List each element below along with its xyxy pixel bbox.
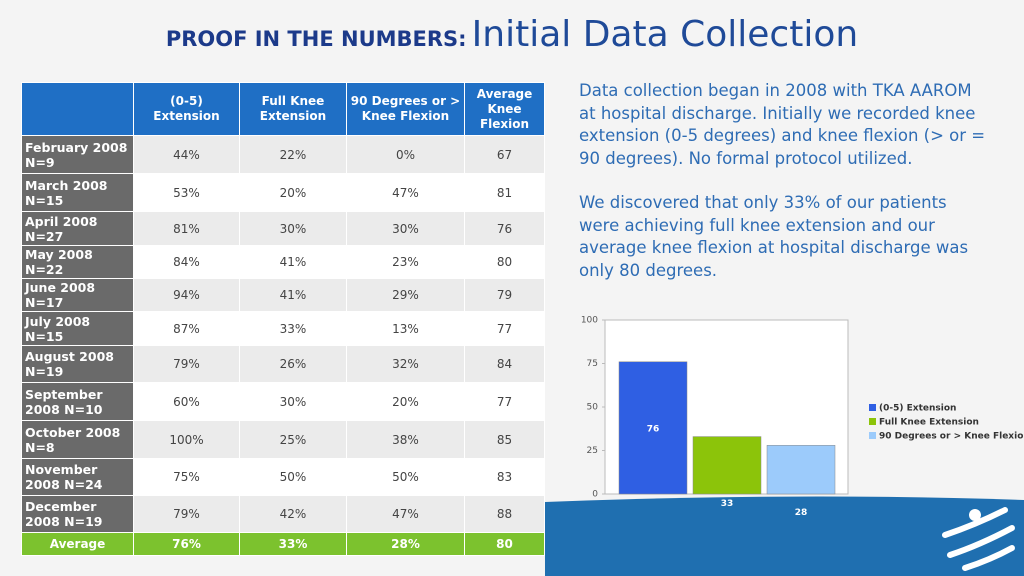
table-row: October 2008 N=8 100% 25% 38% 85 xyxy=(21,420,545,459)
table-cell: 87% xyxy=(133,311,240,346)
bar-label: 28 xyxy=(795,508,808,518)
table-cell: 41% xyxy=(239,245,347,279)
table-cell: 76 xyxy=(464,211,545,246)
table-cell: 26% xyxy=(239,345,347,383)
row-label: March 2008 N=15 xyxy=(21,173,134,212)
table-row: February 2008 N=9 44% 22% 0% 67 xyxy=(21,135,545,174)
footer-cell: 80 xyxy=(464,532,545,556)
paragraph: Data collection began in 2008 with TKA A… xyxy=(579,81,986,168)
table-cell: 77 xyxy=(464,311,545,346)
row-label: December 2008 N=19 xyxy=(21,495,134,533)
table-cell: 84% xyxy=(133,245,240,279)
table-row: November 2008 N=24 75% 50% 50% 83 xyxy=(21,458,545,496)
bar-label: 76 xyxy=(647,424,660,434)
table-row: December 2008 N=19 79% 42% 47% 88 xyxy=(21,495,545,533)
table-cell: 42% xyxy=(239,495,347,533)
table-cell: 50% xyxy=(346,458,465,496)
legend-swatch xyxy=(869,404,876,411)
row-label: August 2008 N=19 xyxy=(21,345,134,383)
logo xyxy=(942,507,1015,571)
row-label: May 2008 N=22 xyxy=(21,245,134,279)
table-cell: 20% xyxy=(239,173,347,212)
table-cell: 77 xyxy=(464,382,545,421)
table-cell: 23% xyxy=(346,245,465,279)
row-label: September 2008 N=10 xyxy=(21,382,134,421)
logo-dot xyxy=(969,509,981,521)
bar-label: 33 xyxy=(721,499,734,509)
table-row: August 2008 N=19 79% 26% 32% 84 xyxy=(21,345,545,383)
row-label: June 2008 N=17 xyxy=(21,278,134,312)
description: Data collection began in 2008 with TKA A… xyxy=(579,80,989,304)
table-cell: 79% xyxy=(133,495,240,533)
y-tick-label: 25 xyxy=(587,446,598,456)
footer-cell: 76% xyxy=(133,532,240,556)
legend-label: 90 Degrees or > Knee Flexion xyxy=(879,432,1024,442)
row-label: July 2008 N=15 xyxy=(21,311,134,346)
row-label: April 2008 N=27 xyxy=(21,211,134,246)
table-cell: 88 xyxy=(464,495,545,533)
table-cell: 79 xyxy=(464,278,545,312)
data-table: (0-5) Extension Full Knee Extension 90 Deg… xyxy=(21,82,545,556)
row-label: November 2008 N=24 xyxy=(21,458,134,496)
footer-cell: 28% xyxy=(346,532,465,556)
table-row: July 2008 N=15 87% 33% 13% 77 xyxy=(21,311,545,346)
legend-label: Full Knee Extension xyxy=(879,418,979,428)
table-cell: 38% xyxy=(346,420,465,459)
footer-cell: 33% xyxy=(239,532,347,556)
table-cell: 80 xyxy=(464,245,545,279)
table-cell: 41% xyxy=(239,278,347,312)
table-row: March 2008 N=15 53% 20% 47% 81 xyxy=(21,173,545,212)
table-cell: 0% xyxy=(346,135,465,174)
table-cell: 84 xyxy=(464,345,545,383)
table-row: April 2008 N=27 81% 30% 30% 76 xyxy=(21,211,545,246)
header-cell: (0-5) Extension xyxy=(133,82,240,136)
table-cell: 33% xyxy=(239,311,347,346)
table-cell: 29% xyxy=(346,278,465,312)
title: PROOF IN THE NUMBERS: Initial Data Colle… xyxy=(0,14,1024,55)
table-cell: 79% xyxy=(133,345,240,383)
header-row: (0-5) Extension Full Knee Extension 90 Deg… xyxy=(21,82,545,136)
footer-row: Average 76% 33% 28% 80 xyxy=(21,532,545,556)
bar xyxy=(618,361,688,495)
table-cell: 67 xyxy=(464,135,545,174)
table-cell: 81 xyxy=(464,173,545,212)
row-label: February 2008 N=9 xyxy=(21,135,134,174)
title-main: Initial Data Collection xyxy=(471,14,859,55)
table-cell: 32% xyxy=(346,345,465,383)
row-label: October 2008 N=8 xyxy=(21,420,134,459)
y-tick-label: 0 xyxy=(592,490,598,500)
table-cell: 75% xyxy=(133,458,240,496)
table-cell: 85 xyxy=(464,420,545,459)
table-cell: 47% xyxy=(346,495,465,533)
table-cell: 50% xyxy=(239,458,347,496)
table-row: June 2008 N=17 94% 41% 29% 79 xyxy=(21,278,545,312)
table-cell: 47% xyxy=(346,173,465,212)
footer-cell: Average xyxy=(21,532,134,556)
bar xyxy=(692,436,762,495)
blue-band xyxy=(545,496,1024,576)
header-cell: Full Knee Extension xyxy=(239,82,347,136)
table-row: September 2008 N=10 60% 30% 20% 77 xyxy=(21,382,545,421)
legend-label: (0-5) Extension xyxy=(879,404,956,414)
legend-swatch xyxy=(869,418,876,425)
header-cell xyxy=(21,82,134,136)
table-cell: 81% xyxy=(133,211,240,246)
table-cell: 13% xyxy=(346,311,465,346)
title-lead: PROOF IN THE NUMBERS: xyxy=(165,27,467,51)
legend-swatch xyxy=(869,432,876,439)
paragraph: We discovered that only 33% of our patie… xyxy=(579,193,969,280)
y-tick-label: 100 xyxy=(581,316,598,326)
bar xyxy=(766,445,836,495)
table-cell: 30% xyxy=(239,211,347,246)
table-row: May 2008 N=22 84% 41% 23% 80 xyxy=(21,245,545,279)
table-cell: 44% xyxy=(133,135,240,174)
table-cell: 53% xyxy=(133,173,240,212)
table-cell: 94% xyxy=(133,278,240,312)
header-cell: Average Knee Flexion xyxy=(464,82,545,136)
y-tick-label: 50 xyxy=(587,403,599,413)
y-tick-label: 75 xyxy=(587,359,598,369)
